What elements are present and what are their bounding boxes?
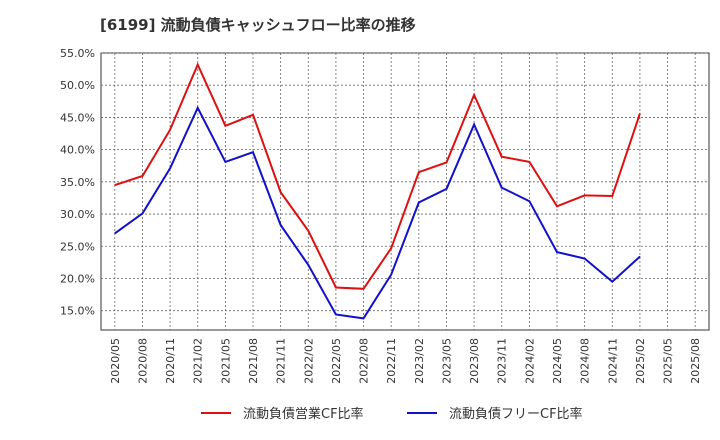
data-point-2 [252,151,254,153]
data-point-1 [556,205,558,207]
data-point-2 [584,257,586,259]
plot-area [100,52,710,331]
y-tick-label: 35.0% [60,176,95,189]
y-tick-label: 30.0% [60,208,95,221]
data-point-1 [197,64,199,66]
x-tick-label: 2023/05 [440,338,453,384]
y-tick-label: 55.0% [60,47,95,60]
data-point-2 [418,201,420,203]
x-tick-label: 2022/02 [302,338,315,384]
data-point-1 [280,191,282,193]
data-point-1 [390,247,392,249]
x-tick-label: 2020/08 [136,338,149,384]
data-point-1 [335,286,337,288]
data-point-2 [335,314,337,316]
x-tick-label: 2022/08 [358,338,371,384]
data-point-2 [639,256,641,258]
y-tick-label: 20.0% [60,272,95,285]
y-tick-label: 40.0% [60,144,95,157]
data-point-2 [141,212,143,214]
data-point-2 [390,274,392,276]
data-point-1 [584,194,586,196]
x-tick-label: 2020/05 [109,338,122,384]
data-point-2 [307,264,309,266]
data-point-2 [556,251,558,253]
y-tick-label: 15.0% [60,305,95,318]
data-point-2 [224,161,226,163]
data-point-2 [114,232,116,234]
x-tick-label: 2023/02 [413,338,426,384]
y-tick-label: 45.0% [60,111,95,124]
data-point-1 [224,125,226,127]
data-point-1 [611,195,613,197]
x-tick-label: 2023/08 [468,338,481,384]
x-tick-label: 2021/05 [219,338,232,384]
y-tick-label: 25.0% [60,240,95,253]
data-point-1 [528,161,530,163]
x-tick-label: 2025/02 [634,338,647,384]
data-point-1 [114,184,116,186]
x-tick-label: 2024/08 [579,338,592,384]
data-point-1 [445,162,447,164]
x-tick-label: 2024/02 [523,338,536,384]
y-tick-label: 50.0% [60,79,95,92]
data-point-1 [501,156,503,158]
data-point-2 [501,187,503,189]
x-tick-label: 2025/08 [689,338,702,384]
data-point-1 [639,113,641,115]
data-point-2 [169,167,171,169]
x-tick-label: 2025/05 [662,338,675,384]
x-tick-label: 2021/02 [192,338,205,384]
series-line-2 [114,105,641,320]
x-tick-label: 2021/08 [247,338,260,384]
data-point-1 [473,94,475,96]
data-point-2 [528,200,530,202]
data-point-1 [141,175,143,177]
series-line-1 [114,62,641,290]
chart-title: [6199] 流動負債キャッシュフロー比率の推移 [100,16,416,34]
data-point-1 [252,114,254,116]
data-point-1 [307,230,309,232]
x-tick-label: 2021/11 [275,338,288,384]
legend-label-2: 流動負債フリーCF比率 [449,406,583,422]
data-point-1 [363,288,365,290]
data-point-2 [611,281,613,283]
x-tick-label: 2022/05 [330,338,343,384]
x-tick-label: 2024/11 [606,338,619,384]
x-tick-label: 2024/05 [551,338,564,384]
x-tick-label: 2022/11 [385,338,398,384]
legend-label-1: 流動負債営業CF比率 [243,406,364,422]
data-point-2 [197,107,199,109]
data-point-1 [418,171,420,173]
data-point-1 [169,129,171,131]
data-point-2 [445,188,447,190]
data-point-2 [473,124,475,126]
data-point-2 [280,224,282,226]
data-point-2 [363,317,365,319]
x-tick-label: 2023/11 [496,338,509,384]
x-tick-label: 2020/11 [164,338,177,384]
